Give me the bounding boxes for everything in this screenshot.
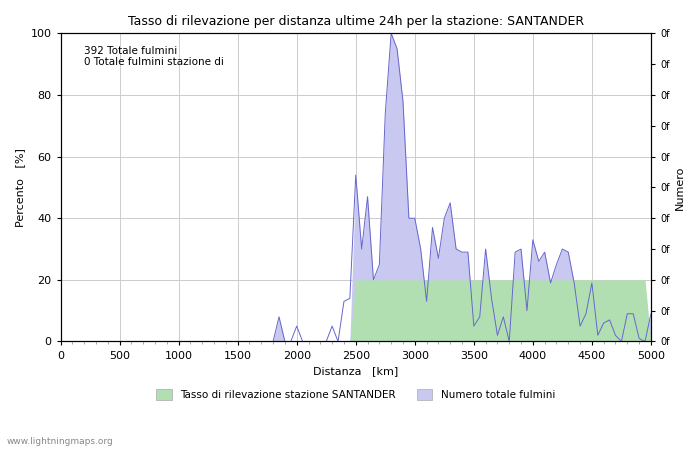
Y-axis label: Numero: Numero (675, 165, 685, 210)
Title: Tasso di rilevazione per distanza ultime 24h per la stazione: SANTANDER: Tasso di rilevazione per distanza ultime… (127, 15, 584, 28)
X-axis label: Distanza   [km]: Distanza [km] (313, 366, 398, 376)
Text: www.lightningmaps.org: www.lightningmaps.org (7, 436, 113, 446)
Y-axis label: Percento   [%]: Percento [%] (15, 148, 25, 227)
Legend: Tasso di rilevazione stazione SANTANDER, Numero totale fulmini: Tasso di rilevazione stazione SANTANDER,… (152, 385, 559, 404)
Text: 392 Totale fulmini
0 Totale fulmini stazione di: 392 Totale fulmini 0 Totale fulmini staz… (84, 45, 224, 67)
